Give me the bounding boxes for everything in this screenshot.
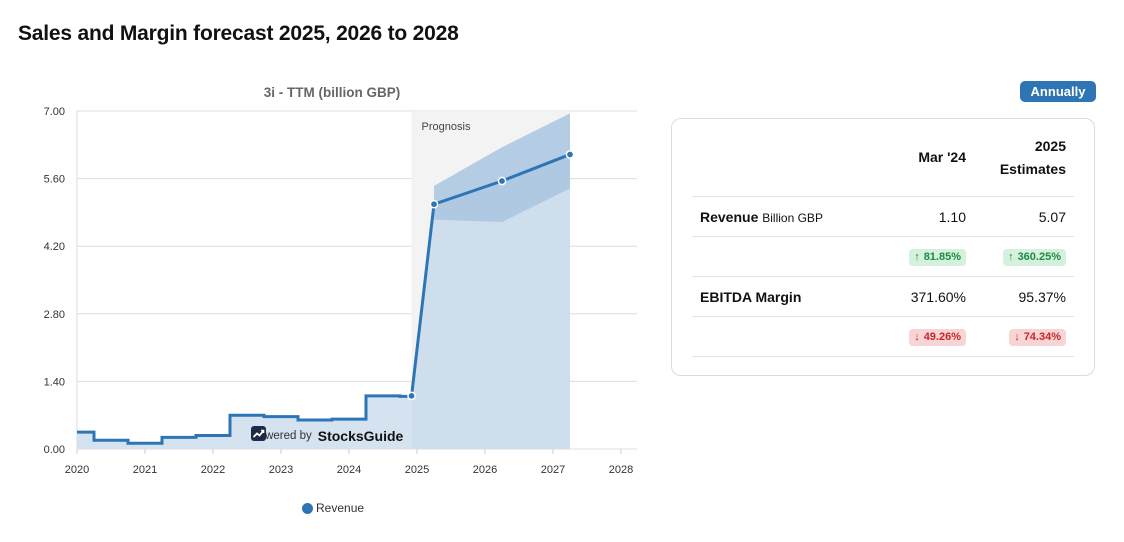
stocksguide-logo-icon [251, 426, 266, 441]
x-tick-label: 2026 [473, 464, 497, 476]
x-tick-label: 2028 [609, 464, 633, 476]
forecast-table: Mar '24 2025 Estimates Revenue Billion G… [692, 119, 1074, 357]
arrow-up-icon: ↑ [1008, 251, 1014, 264]
revenue-historical-line [77, 394, 414, 445]
revenue-unit: Billion GBP [762, 210, 823, 225]
column-header-2025-line1: 2025 [1034, 137, 1066, 154]
revenue-change-mar24: 81.85% [923, 251, 961, 264]
revenue-historical-area [77, 395, 412, 449]
prognosis-label: Prognosis [422, 121, 471, 133]
revenue-label: Revenue [700, 208, 759, 225]
x-tick-label: 2024 [337, 464, 361, 476]
legend-revenue-label: Revenue [316, 501, 365, 515]
column-header-mar24: Mar '24 [860, 146, 966, 169]
arrow-up-icon: ↑ [914, 251, 920, 264]
powered-by-label: Powered by [251, 430, 312, 442]
revenue-point [497, 176, 507, 186]
ebitda-change-2025: 74.34% [1023, 331, 1061, 344]
y-tick-label: 7.00 [44, 106, 65, 118]
x-tick-label: 2020 [65, 464, 89, 476]
ebitda-value-2025: 95.37% [1018, 288, 1066, 305]
y-tick-label: 0.00 [44, 444, 65, 456]
page-title: Sales and Margin forecast 2025, 2026 to … [18, 22, 459, 45]
ebitda-change-2025-badge: ↓ 74.34% [1009, 328, 1066, 346]
table-row-ebitda-margin: EBITDA Margin 371.60% 95.37% [692, 277, 1074, 317]
ebitda-row-label: EBITDA Margin [692, 289, 860, 305]
revenue-point [429, 199, 439, 209]
ebitda-change-mar24-cell: ↓ 49.26% [860, 327, 966, 346]
arrow-down-icon: ↓ [1014, 331, 1020, 344]
table-row-revenue: Revenue Billion GBP 1.10 5.07 [692, 197, 1074, 237]
chart-canvas: Prognosis 0.00 1.40 2.80 4.20 5.60 7.00 2020 202… [44, 106, 637, 476]
revenue-change-2025-cell: ↑ 360.25% [966, 247, 1074, 266]
column-header-2025-line2: Estimates [999, 160, 1066, 177]
x-tick-label: 2027 [541, 464, 565, 476]
x-tick-label: 2023 [269, 464, 293, 476]
ebitda-change-2025-cell: ↓ 74.34% [966, 327, 1074, 346]
chart-legend[interactable]: Revenue [302, 501, 364, 515]
y-tick-label: 4.20 [44, 241, 65, 253]
stocksguide-brand-text: StocksGuide [317, 428, 404, 444]
ebitda-value-mar24: 371.60% [910, 288, 966, 305]
ebitda-margin-label: EBITDA Margin [700, 288, 802, 305]
column-header-mar24-line1: Mar '24 [918, 149, 966, 165]
revenue-forecast-area [411, 154, 570, 449]
table-row-revenue-change: ↑ 81.85% ↑ 360.25% [692, 237, 1074, 277]
y-tick-label: 2.80 [44, 309, 65, 321]
ebitda-change-mar24-badge: ↓ 49.26% [909, 328, 966, 346]
ebitda-change-mar24: 49.26% [923, 331, 961, 344]
revenue-value-2025: 5.07 [1038, 208, 1066, 225]
revenue-change-mar24-cell: ↑ 81.85% [860, 247, 966, 266]
chart-title: 3i - TTM (billion GBP) [263, 85, 401, 100]
forecast-confidence-band [434, 113, 570, 223]
revenue-forecast-line [410, 153, 571, 397]
revenue-change-2025-badge: ↑ 360.25% [1003, 248, 1066, 266]
arrow-down-icon: ↓ [914, 331, 920, 344]
table-header-row: Mar '24 2025 Estimates [692, 119, 1074, 197]
x-tick-label: 2022 [201, 464, 225, 476]
revenue-value-mar24: 1.10 [938, 208, 966, 225]
column-header-2025: 2025 Estimates [966, 135, 1074, 181]
legend-revenue-marker [302, 502, 313, 514]
revenue-point [407, 391, 416, 401]
x-tick-label: 2025 [405, 464, 429, 476]
forecast-table-card: Mar '24 2025 Estimates Revenue Billion G… [671, 118, 1095, 376]
y-tick-label: 5.60 [44, 174, 65, 186]
y-tick-label: 1.40 [44, 376, 65, 388]
revenue-change-mar24-badge: ↑ 81.85% [909, 248, 966, 266]
x-tick-label: 2021 [133, 464, 157, 476]
annually-toggle-button[interactable]: Annually [1020, 81, 1096, 102]
table-row-ebitda-change: ↓ 49.26% ↓ 74.34% [692, 317, 1074, 357]
revenue-point [565, 150, 575, 159]
revenue-chart: 3i - TTM (billion GBP) Prognosis 0.00 1.40… [0, 76, 660, 536]
revenue-change-2025: 360.25% [1017, 251, 1061, 264]
powered-by-watermark: Powered by StocksGuide [251, 426, 403, 446]
revenue-row-label: Revenue Billion GBP [692, 209, 860, 225]
stocksguide-brand: StocksGuide [251, 426, 404, 444]
